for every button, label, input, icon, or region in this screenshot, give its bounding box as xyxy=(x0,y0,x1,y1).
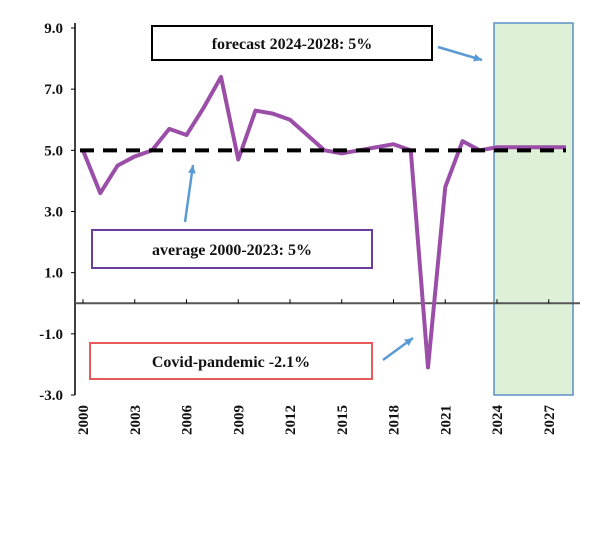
x-tick-label: 2000 xyxy=(76,405,92,435)
annotation-text: forecast 2024-2028: 5% xyxy=(212,36,373,53)
y-tick-label: 3.0 xyxy=(44,205,63,221)
y-tick-label: -3.0 xyxy=(39,388,63,404)
y-tick-label: 5.0 xyxy=(44,143,63,159)
annotation-box xyxy=(91,229,373,269)
x-tick-label: 2027 xyxy=(542,405,558,436)
annotation-box xyxy=(89,342,373,380)
x-tick-label: 2024 xyxy=(490,405,506,436)
x-tick-label: 2018 xyxy=(387,405,403,435)
arrow-head xyxy=(473,53,482,62)
x-tick-label: 2021 xyxy=(438,405,454,435)
x-tick-label: 2012 xyxy=(283,405,299,435)
y-tick-label: 7.0 xyxy=(44,82,63,98)
x-tick-label: 2006 xyxy=(180,405,196,436)
y-tick-label: -1.0 xyxy=(39,327,63,343)
y-tick-label: 1.0 xyxy=(44,266,63,282)
arrow xyxy=(183,164,195,223)
annotation-box xyxy=(151,25,433,61)
arrow-head xyxy=(187,165,196,174)
x-tick-label: 2003 xyxy=(128,405,144,435)
arrow-head xyxy=(404,338,413,346)
forecast-region xyxy=(493,22,574,396)
annotation-text: average 2000-2023: 5% xyxy=(152,242,312,259)
x-tick-label: 2009 xyxy=(231,405,247,435)
annotation-text: Covid-pandemic -2.1% xyxy=(152,354,310,371)
x-tick-label: 2015 xyxy=(335,405,351,435)
y-tick-label: 9.0 xyxy=(44,21,63,37)
